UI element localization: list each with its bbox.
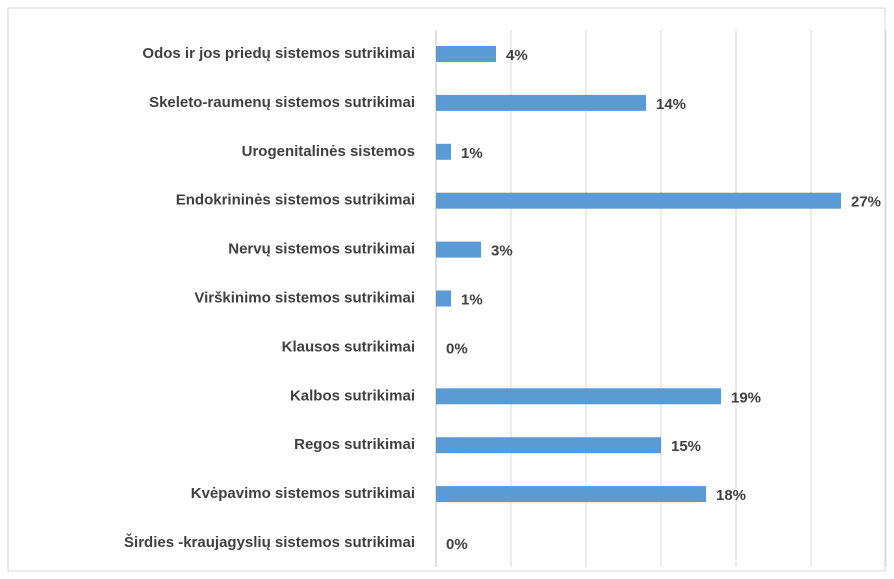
data-label: 4% xyxy=(506,47,528,64)
y-tick-label: Skeleto-raumenų sistemos sutrikimai xyxy=(149,94,415,111)
bar xyxy=(436,388,721,405)
bar xyxy=(436,46,496,62)
y-tick-label: Kalbos sutrikimai xyxy=(290,387,415,404)
y-tick-label: Odos ir jos priedų sistemos sutrikimai xyxy=(142,45,415,62)
data-label: 0% xyxy=(446,340,468,357)
data-label: 19% xyxy=(731,389,761,406)
data-label: 14% xyxy=(656,96,686,113)
data-label: 1% xyxy=(461,291,483,308)
bar xyxy=(436,192,841,209)
y-tick-label: Endokrininės sistemos sutrikimai xyxy=(176,192,415,209)
bar xyxy=(436,241,481,258)
bar xyxy=(436,143,451,160)
bar xyxy=(436,437,661,454)
y-tick-label: Virškinimo sistemos sutrikimai xyxy=(194,289,415,306)
data-label: 15% xyxy=(671,438,701,455)
data-label: 3% xyxy=(491,243,513,260)
y-tick-label: Širdies -kraujagyslių sistemos sutrikima… xyxy=(124,533,415,551)
data-label: 1% xyxy=(461,145,483,162)
bar xyxy=(436,94,646,111)
data-label: 27% xyxy=(851,194,881,211)
y-tick-label: Urogenitalinės sistemos xyxy=(242,143,415,160)
y-tick-label: Regos sutrikimai xyxy=(294,436,415,453)
bar xyxy=(436,290,451,307)
data-label: 18% xyxy=(716,487,746,504)
y-tick-label: Klausos sutrikimai xyxy=(282,338,415,355)
data-label: 0% xyxy=(446,536,468,553)
bar xyxy=(436,486,706,503)
y-tick-label: Nervų sistemos sutrikimai xyxy=(228,241,415,258)
y-tick-label: Kvėpavimo sistemos sutrikimai xyxy=(191,485,415,502)
